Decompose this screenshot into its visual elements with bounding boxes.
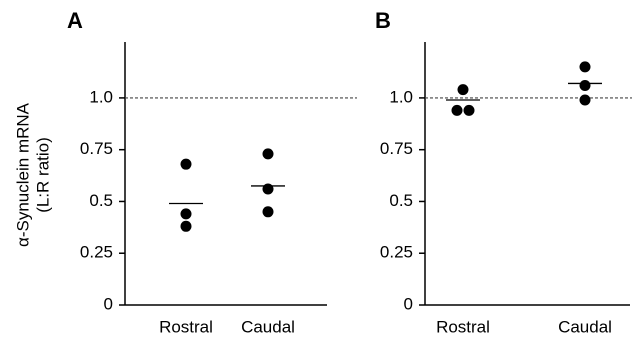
panel-label: B [375,8,391,33]
panel-label: A [67,8,83,33]
y-tick-label: 0.5 [389,191,413,210]
data-point [463,104,475,116]
y-tick-label: 0.5 [89,191,113,210]
data-point [579,61,591,73]
y-tick-label: 0.75 [380,139,413,158]
data-point [180,220,192,232]
data-point [457,84,469,96]
y-tick-label: 0 [404,294,413,313]
data-point [451,104,463,116]
y-axis-label: (L:R ratio) [33,137,52,213]
data-point [579,79,591,91]
y-tick-label: 1.0 [389,87,413,106]
x-tick-label: Rostral [436,317,490,336]
data-point [579,94,591,106]
x-tick-label: Caudal [241,317,295,336]
data-point [262,183,274,195]
y-tick-label: 0.25 [380,243,413,262]
y-tick-label: 0.75 [80,139,113,158]
data-point [262,206,274,218]
data-point [180,208,192,220]
y-axis-label: α-Synuclein mRNA [13,102,32,247]
y-tick-label: 1.0 [89,87,113,106]
x-tick-label: Caudal [558,317,612,336]
y-tick-label: 0 [104,294,113,313]
data-point [180,158,192,170]
y-tick-label: 0.25 [80,243,113,262]
x-tick-label: Rostral [159,317,213,336]
data-point [262,148,274,160]
